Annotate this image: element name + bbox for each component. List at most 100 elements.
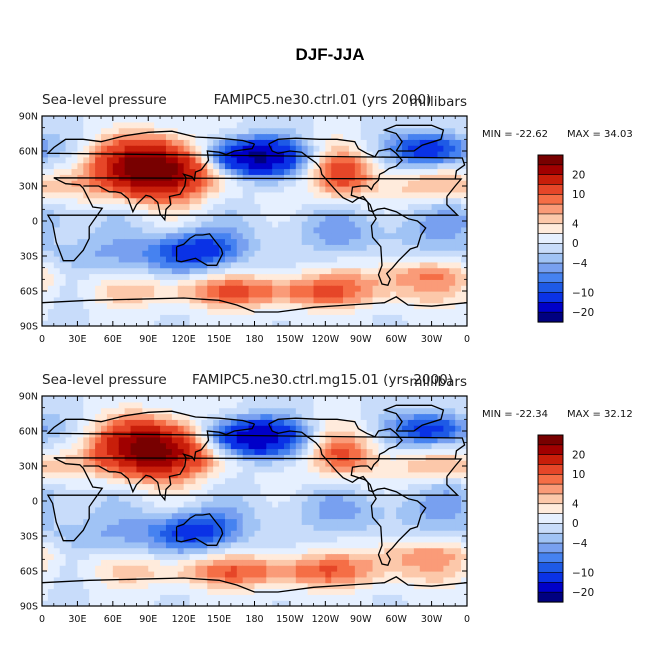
field-cell (195, 541, 202, 549)
field-cell (325, 536, 332, 543)
field-cell (396, 116, 403, 123)
field-cell (142, 501, 149, 508)
field-cell (295, 600, 303, 606)
field-cell (201, 401, 208, 409)
field-cell (59, 530, 67, 537)
field-cell (354, 250, 362, 257)
field-cell (331, 501, 338, 508)
field-cell (337, 407, 344, 415)
field-cell (260, 477, 267, 485)
field-cell (83, 401, 90, 409)
field-cell (384, 419, 391, 426)
field-cell (89, 232, 96, 240)
field-cell (319, 413, 326, 420)
field-cell (254, 244, 261, 251)
field-cell (307, 296, 315, 304)
field-cell (201, 594, 208, 601)
field-cell (112, 308, 120, 315)
field-cell (331, 588, 338, 595)
lon-tick-label: 150E (207, 334, 231, 345)
field-cell (236, 221, 244, 228)
field-cell (390, 489, 397, 496)
field-cell (313, 466, 321, 473)
field-cell (195, 600, 202, 606)
field-cell (360, 401, 368, 409)
field-cell (42, 186, 49, 193)
field-cell (183, 501, 191, 508)
field-cell (313, 203, 321, 210)
field-cell (425, 232, 433, 240)
field-cell (325, 127, 332, 135)
field-cell (248, 466, 256, 473)
field-cell (142, 576, 149, 584)
field-cell (148, 536, 155, 543)
field-cell (384, 559, 391, 566)
field-cell (65, 559, 73, 566)
field-cell (396, 191, 403, 199)
field-cell (224, 139, 232, 146)
field-cell (230, 209, 238, 216)
field-cell (402, 471, 409, 479)
field-cell (360, 151, 368, 158)
field-cell (195, 186, 202, 193)
field-cell (177, 407, 185, 415)
field-cell (254, 168, 261, 175)
field-cell (47, 541, 55, 549)
field-cell (171, 168, 179, 175)
field-cell (101, 501, 108, 508)
field-cell (437, 285, 444, 292)
field-cell (372, 168, 380, 175)
field-cell (343, 524, 350, 531)
field-cell (378, 221, 385, 228)
field-cell (378, 594, 385, 601)
field-cell (348, 594, 356, 601)
field-cell (260, 489, 267, 496)
field-cell (419, 320, 427, 326)
field-cell (195, 466, 202, 473)
field-cell (313, 425, 321, 432)
field-cell (390, 471, 397, 479)
field-cell (189, 145, 197, 152)
field-cell (348, 407, 356, 415)
field-cell (413, 279, 421, 286)
field-cell (319, 442, 326, 450)
field-cell (402, 466, 409, 473)
field-cell (83, 413, 90, 420)
field-cell (77, 524, 84, 531)
field-cell (289, 431, 297, 438)
field-cell (230, 186, 238, 193)
field-cell (77, 506, 84, 514)
field-cell (313, 285, 321, 292)
field-cell (413, 168, 421, 175)
field-cell (437, 186, 444, 193)
field-cell (42, 285, 49, 292)
field-cell (130, 267, 138, 275)
field-cell (219, 296, 226, 304)
field-cell (331, 296, 338, 304)
field-cell (278, 203, 285, 210)
field-cell (236, 320, 244, 326)
field-cell (101, 571, 108, 578)
field-cell (337, 139, 344, 146)
field-cell (136, 582, 143, 590)
field-cell (47, 553, 55, 560)
field-cell (278, 442, 285, 450)
field-cell (136, 250, 143, 257)
field-cell (47, 221, 55, 228)
field-cell (390, 436, 397, 444)
field-cell (295, 582, 303, 590)
field-cell (183, 180, 191, 187)
field-cell (378, 226, 385, 234)
field-cell (130, 145, 138, 152)
field-cell (396, 518, 403, 525)
field-cell (189, 285, 197, 292)
field-cell (396, 285, 403, 292)
field-cell (313, 244, 321, 251)
field-cell (325, 133, 332, 140)
field-cell (236, 553, 244, 560)
field-cell (425, 238, 433, 245)
field-cell (195, 501, 202, 508)
field-cell (354, 571, 362, 578)
field-cell (83, 506, 90, 514)
field-cell (160, 197, 167, 205)
